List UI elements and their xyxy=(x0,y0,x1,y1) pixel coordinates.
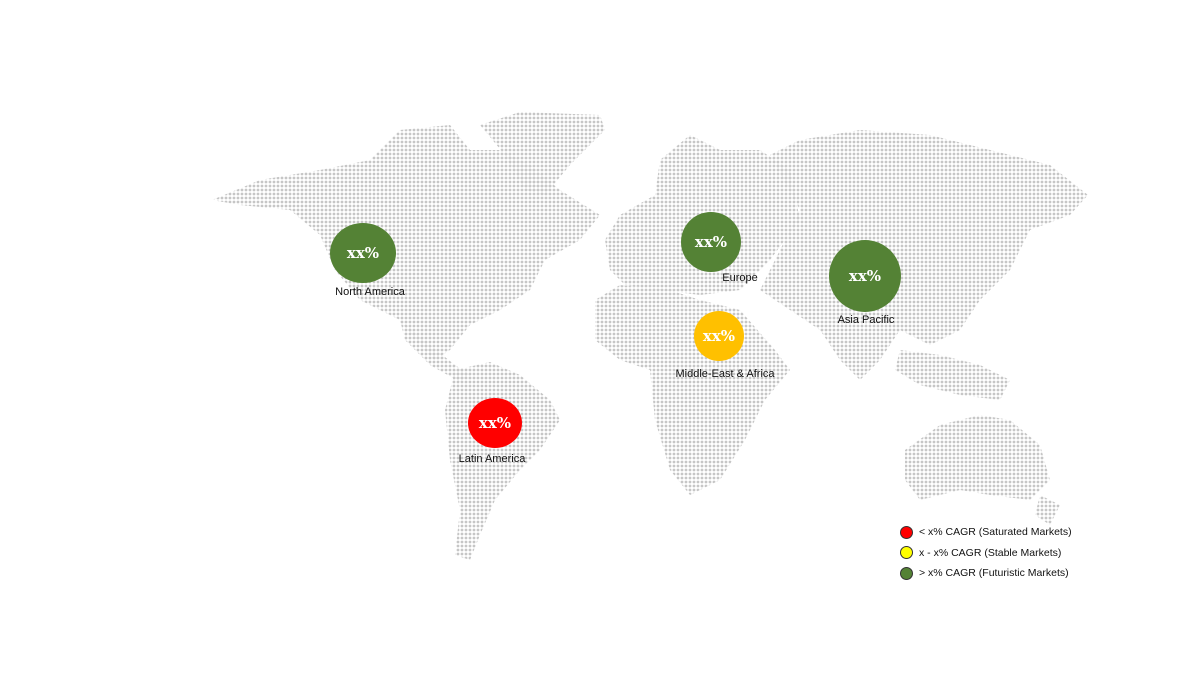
green-dot-icon xyxy=(900,566,913,580)
southeast-asia-islands xyxy=(895,350,1010,400)
new-zealand-landmass xyxy=(1035,495,1060,525)
legend: < x% CAGR (Saturated Markets) x - x% CAG… xyxy=(900,522,1072,584)
europe-bubble: xx% xyxy=(681,212,741,272)
legend-label: < x% CAGR (Saturated Markets) xyxy=(919,526,1072,539)
north-america-label: North America xyxy=(335,286,405,298)
mea-bubble: xx% xyxy=(694,311,744,361)
latin-america-bubble: xx% xyxy=(468,398,522,448)
legend-item-saturated: < x% CAGR (Saturated Markets) xyxy=(900,522,1072,543)
asia-landmass xyxy=(760,130,1088,380)
legend-label: x - x% CAGR (Stable Markets) xyxy=(919,546,1062,559)
asia-pacific-value: xx% xyxy=(848,267,882,285)
europe-label: Europe xyxy=(722,272,758,284)
asia-pacific-label: Asia Pacific xyxy=(837,314,895,326)
north-america-bubble: xx% xyxy=(330,223,396,283)
australia-landmass xyxy=(905,415,1050,500)
latin-america-label: Latin America xyxy=(458,453,526,465)
greenland-landmass xyxy=(480,112,605,195)
yellow-dot-icon xyxy=(900,546,913,560)
legend-label: > x% CAGR (Futuristic Markets) xyxy=(919,567,1069,580)
europe-value: xx% xyxy=(694,233,728,251)
mea-value: xx% xyxy=(702,327,736,345)
north-america-landmass xyxy=(212,125,600,360)
africa-landmass xyxy=(595,285,790,495)
latin-america-value: xx% xyxy=(478,414,512,432)
asia-pacific-bubble: xx% xyxy=(829,240,901,312)
north-america-value: xx% xyxy=(346,244,380,262)
red-dot-icon xyxy=(900,525,913,539)
mea-label: Middle-East & Africa xyxy=(675,368,775,380)
legend-item-futuristic: > x% CAGR (Futuristic Markets) xyxy=(900,563,1072,584)
central-america-landmass xyxy=(400,320,470,382)
legend-item-stable: x - x% CAGR (Stable Markets) xyxy=(900,543,1072,564)
